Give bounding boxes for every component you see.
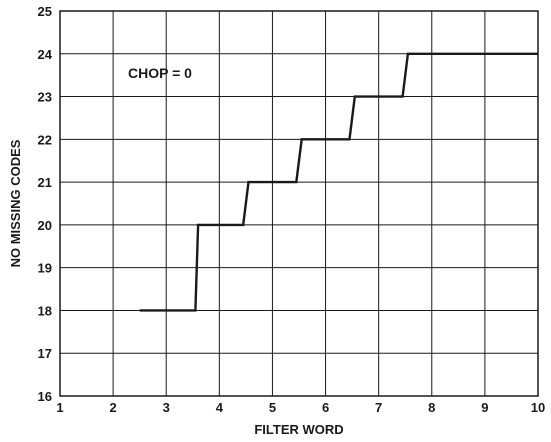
x-tick-labels: 1 2 3 4 5 6 7 8 9 10	[56, 400, 545, 415]
x-tick-label-4: 4	[216, 400, 224, 415]
y-tick-label-23: 23	[38, 90, 52, 105]
y-tick-label-21: 21	[38, 175, 52, 190]
y-tick-label-18: 18	[38, 303, 52, 318]
x-tick-label-1: 1	[56, 400, 63, 415]
y-tick-label-17: 17	[38, 346, 52, 361]
y-tick-label-22: 22	[38, 132, 52, 147]
x-tick-label-2: 2	[109, 400, 116, 415]
chop-annotation: CHOP = 0	[128, 65, 192, 81]
y-tick-label-19: 19	[38, 261, 52, 276]
y-tick-label-16: 16	[38, 389, 52, 404]
y-tick-label-25: 25	[38, 4, 52, 19]
plot-area-frame	[59, 10, 539, 397]
x-tick-label-6: 6	[322, 400, 329, 415]
x-tick-label-10: 10	[531, 400, 545, 415]
y-tick-label-24: 24	[38, 47, 53, 62]
x-tick-label-3: 3	[163, 400, 170, 415]
x-tick-label-9: 9	[481, 400, 488, 415]
x-axis-title: FILTER WORD	[254, 422, 343, 437]
x-tick-label-8: 8	[428, 400, 435, 415]
x-tick-label-5: 5	[269, 400, 276, 415]
y-tick-label-20: 20	[38, 218, 52, 233]
y-tick-labels: 16 17 18 19 20 21 22 23 24 25	[38, 4, 53, 404]
x-tick-label-7: 7	[375, 400, 382, 415]
y-axis-title: NO MISSING CODES	[8, 139, 23, 267]
series-line	[139, 52, 538, 312]
